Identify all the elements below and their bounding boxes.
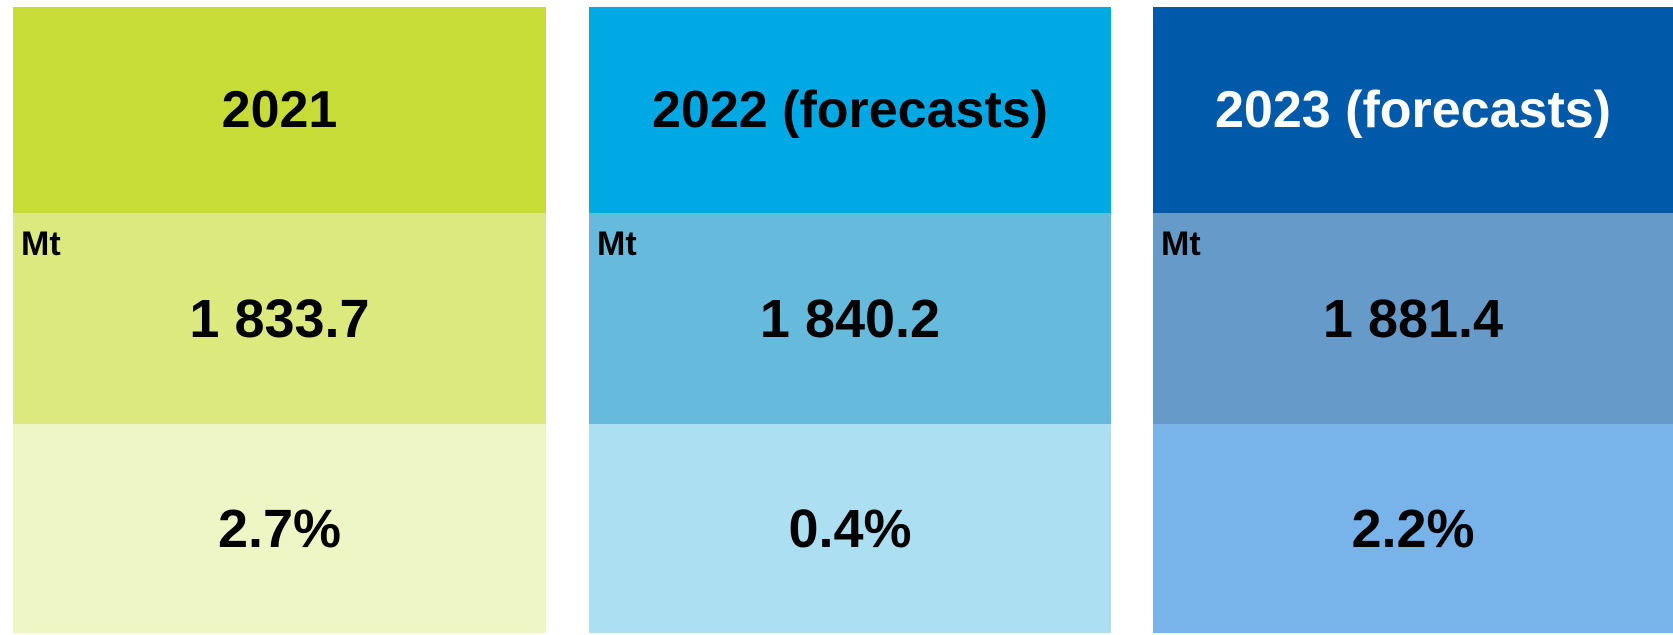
change: 0.4% [589, 424, 1111, 633]
change: 2.2% [1153, 424, 1673, 633]
unit-label: Mt [1161, 225, 1201, 263]
value-cell: Mt 1 833.7 [13, 213, 546, 424]
unit-label: Mt [21, 225, 61, 263]
value: 1 881.4 [1322, 288, 1504, 349]
panel-title: 2023 (forecasts) [1153, 7, 1673, 213]
value: 1 840.2 [759, 288, 941, 349]
value-cell: Mt 1 840.2 [589, 213, 1111, 424]
value: 1 833.7 [189, 288, 370, 349]
panel-title: 2022 (forecasts) [589, 7, 1111, 213]
panel-title: 2021 [13, 7, 546, 213]
value-cell: Mt 1 881.4 [1153, 213, 1673, 424]
change: 2.7% [13, 424, 546, 633]
unit-label: Mt [597, 225, 637, 263]
panel: 2021 Mt 1 833.7 2.7% [13, 7, 546, 633]
panel: 2022 (forecasts) Mt 1 840.2 0.4% [589, 7, 1111, 633]
panel: 2023 (forecasts) Mt 1 881.4 2.2% [1153, 7, 1673, 633]
